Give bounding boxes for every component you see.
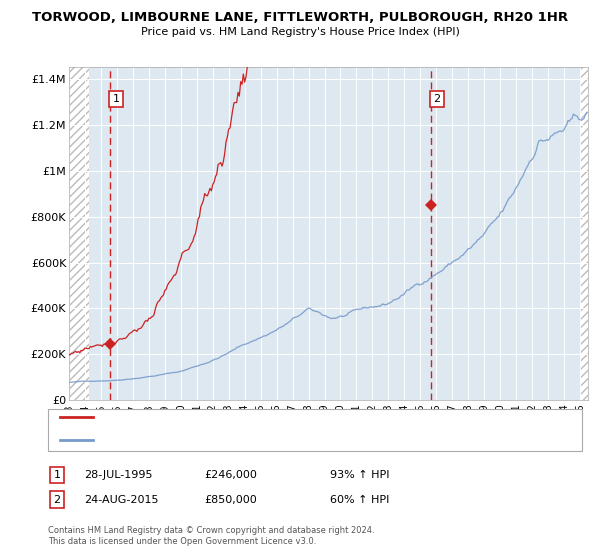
Text: Contains HM Land Registry data © Crown copyright and database right 2024.
This d: Contains HM Land Registry data © Crown c… xyxy=(48,526,374,546)
Text: 2: 2 xyxy=(433,94,440,104)
Text: 1: 1 xyxy=(113,94,119,104)
Text: TORWOOD, LIMBOURNE LANE, FITTLEWORTH, PULBOROUGH, RH20 1HR (detached hous: TORWOOD, LIMBOURNE LANE, FITTLEWORTH, PU… xyxy=(99,413,495,422)
Text: £246,000: £246,000 xyxy=(204,470,257,480)
Bar xyxy=(69,67,89,400)
Text: 93% ↑ HPI: 93% ↑ HPI xyxy=(330,470,389,480)
Text: Price paid vs. HM Land Registry's House Price Index (HPI): Price paid vs. HM Land Registry's House … xyxy=(140,27,460,37)
Text: 24-AUG-2015: 24-AUG-2015 xyxy=(84,494,158,505)
Text: 28-JUL-1995: 28-JUL-1995 xyxy=(84,470,152,480)
Text: HPI: Average price, detached house, Chichester: HPI: Average price, detached house, Chic… xyxy=(99,435,315,445)
Text: 1: 1 xyxy=(53,470,61,480)
Text: TORWOOD, LIMBOURNE LANE, FITTLEWORTH, PULBOROUGH, RH20 1HR: TORWOOD, LIMBOURNE LANE, FITTLEWORTH, PU… xyxy=(32,11,568,24)
Text: £850,000: £850,000 xyxy=(204,494,257,505)
Text: 60% ↑ HPI: 60% ↑ HPI xyxy=(330,494,389,505)
Text: 2: 2 xyxy=(53,494,61,505)
Bar xyxy=(580,67,588,400)
